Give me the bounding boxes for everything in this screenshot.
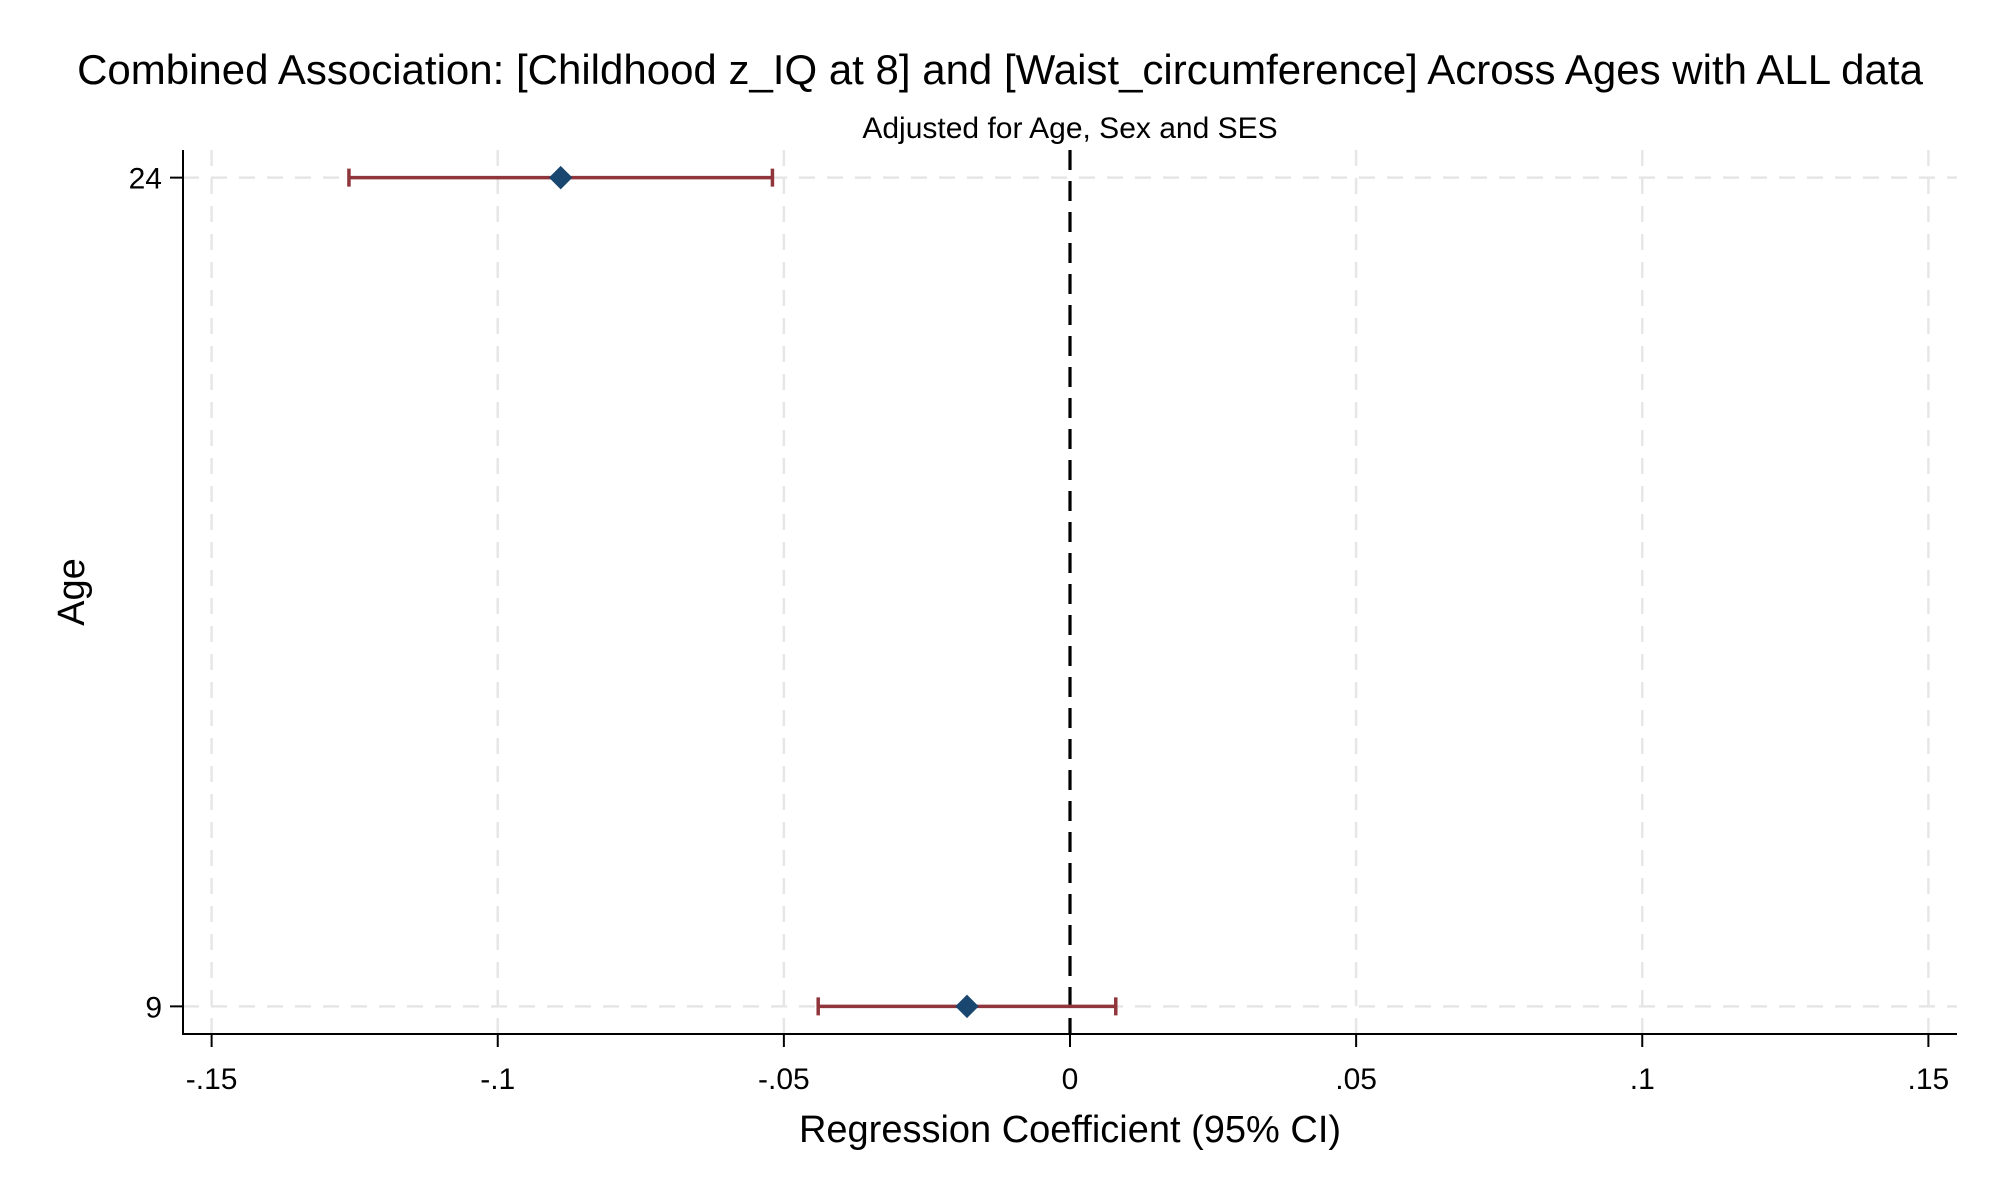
x-tick-label: 0 (1062, 1063, 1079, 1096)
x-tick-label: -.05 (758, 1063, 810, 1096)
y-tick-label: 24 (129, 163, 162, 196)
y-tick-label: 9 (145, 991, 162, 1024)
x-tick-label: .1 (1630, 1063, 1655, 1096)
x-tick-label: .05 (1335, 1063, 1377, 1096)
chart-subtitle: Adjusted for Age, Sex and SES (862, 112, 1277, 145)
point-estimate-marker (548, 165, 573, 190)
marks-layer (347, 165, 1118, 1019)
x-tick-label: -.15 (186, 1063, 238, 1096)
x-tick-label: -.1 (480, 1063, 515, 1096)
chart-title: Combined Association: [Childhood z_IQ at… (77, 46, 1924, 93)
x-tick-label: .15 (1908, 1063, 1950, 1096)
point-estimate-marker (955, 994, 979, 1019)
ticks-layer: -.15 -.1 -.05 0 .05 .1 .15 24 9 (129, 163, 1950, 1096)
x-axis-title: Regression Coefficient (95% CI) (799, 1109, 1341, 1151)
y-axis-title: Age (51, 558, 93, 626)
